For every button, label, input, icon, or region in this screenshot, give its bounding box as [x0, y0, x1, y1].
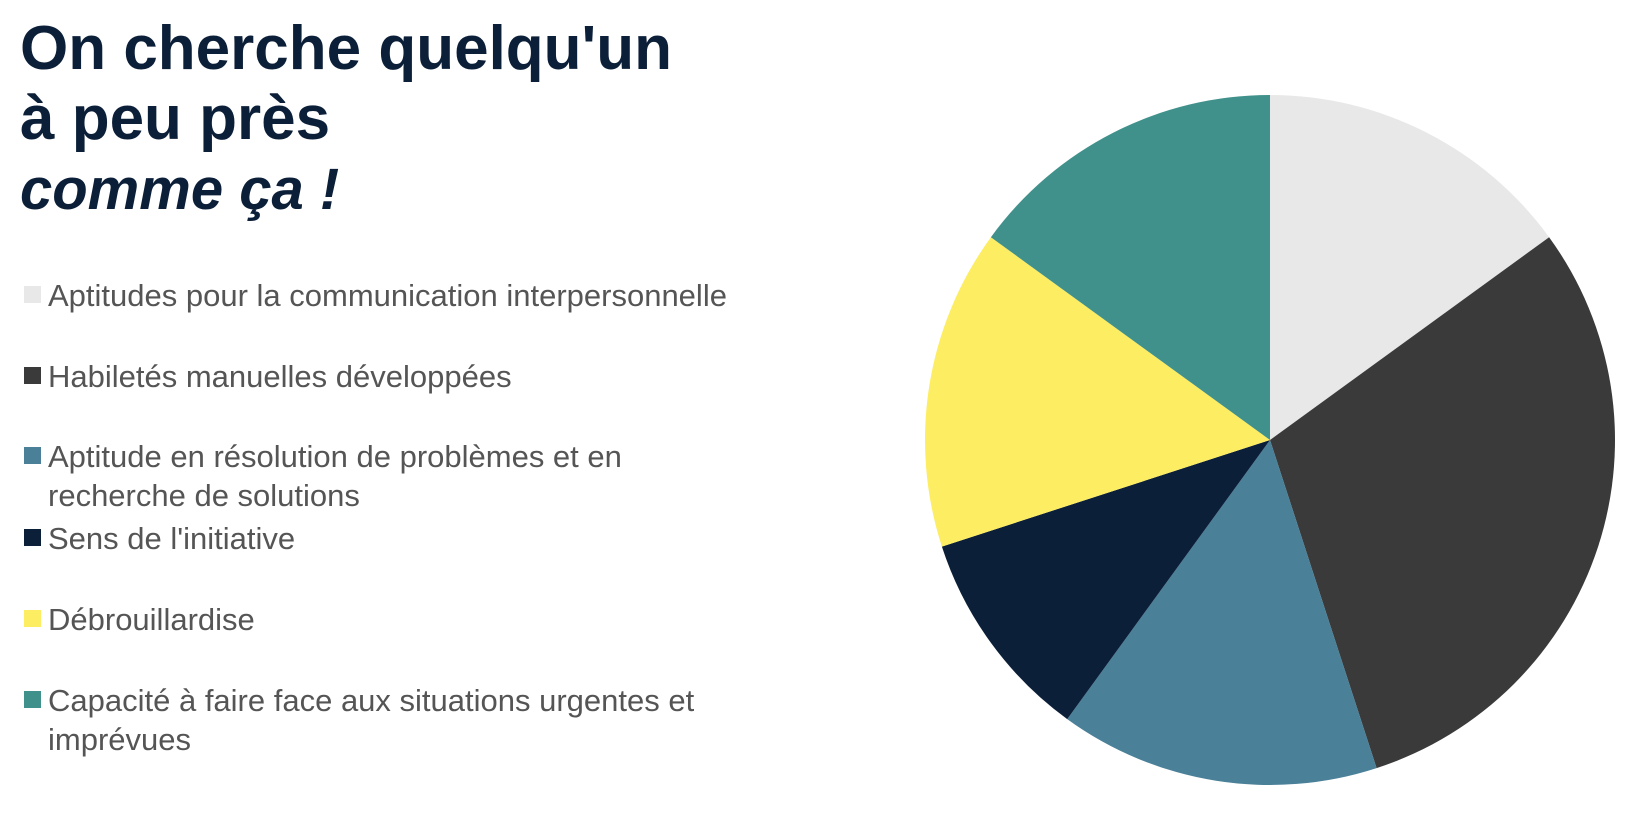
title-line-2: à peu près: [20, 84, 331, 153]
legend-swatch: [24, 367, 41, 384]
legend-swatch: [24, 529, 41, 546]
legend-item: Débrouillardise: [24, 600, 824, 639]
chart-title: On cherche quelqu'un à peu près comme ça…: [20, 14, 672, 226]
legend-swatch: [24, 610, 41, 627]
legend-swatch: [24, 447, 41, 464]
pie-slice-1: [1270, 95, 1550, 440]
pie-slice-6: [990, 95, 1270, 440]
legend-label: Habiletés manuelles développées: [48, 359, 512, 394]
pie-slice-3: [1067, 440, 1377, 785]
legend-label: Aptitudes pour la communication interper…: [48, 278, 727, 313]
title-line-3: comme ça !: [20, 157, 340, 222]
legend-swatch: [24, 286, 41, 303]
pie-slice-5: [925, 237, 1270, 547]
pie-slice-4: [941, 440, 1270, 720]
legend-item: Aptitudes pour la communication interper…: [24, 276, 824, 315]
title-line-1: On cherche quelqu'un: [20, 14, 673, 83]
pie-slice-2: [1270, 237, 1615, 769]
legend-label: Capacité à faire face aux situations urg…: [48, 683, 695, 757]
legend-item: Capacité à faire face aux situations urg…: [24, 681, 824, 759]
legend-item: Sens de l'initiative: [24, 519, 824, 558]
legend-item: Habiletés manuelles développées: [24, 357, 824, 396]
legend-label: Aptitude en résolution de problèmes et e…: [48, 439, 622, 513]
legend-label: Sens de l'initiative: [48, 521, 296, 556]
legend-swatch: [24, 691, 41, 708]
legend-item: Aptitude en résolution de problèmes et e…: [24, 437, 824, 515]
legend-label: Débrouillardise: [48, 602, 255, 637]
